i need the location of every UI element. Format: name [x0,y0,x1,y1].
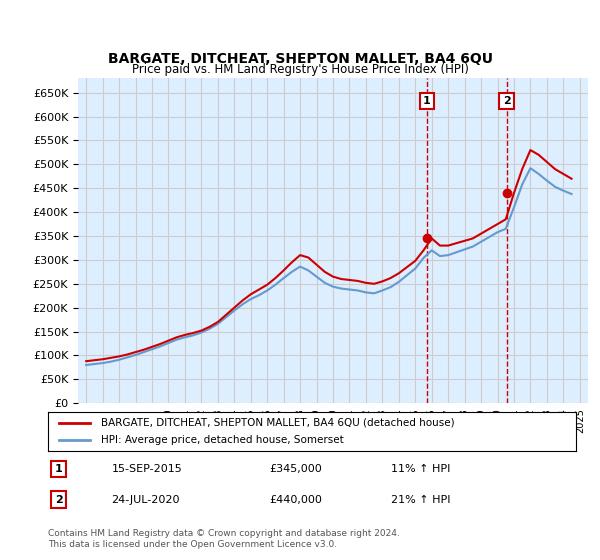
Text: 1: 1 [55,464,62,474]
Text: BARGATE, DITCHEAT, SHEPTON MALLET, BA4 6QU (detached house): BARGATE, DITCHEAT, SHEPTON MALLET, BA4 6… [101,418,454,428]
Text: 2: 2 [55,495,62,505]
Text: 1: 1 [423,96,431,106]
Text: BARGATE, DITCHEAT, SHEPTON MALLET, BA4 6QU: BARGATE, DITCHEAT, SHEPTON MALLET, BA4 6… [107,52,493,66]
Text: £440,000: £440,000 [270,495,323,505]
Text: 11% ↑ HPI: 11% ↑ HPI [391,464,451,474]
Text: Contains HM Land Registry data © Crown copyright and database right 2024.
This d: Contains HM Land Registry data © Crown c… [48,529,400,549]
Text: 2: 2 [503,96,511,106]
Text: 21% ↑ HPI: 21% ↑ HPI [391,495,451,505]
Text: HPI: Average price, detached house, Somerset: HPI: Average price, detached house, Some… [101,435,344,445]
Text: 15-SEP-2015: 15-SEP-2015 [112,464,182,474]
Text: £345,000: £345,000 [270,464,323,474]
Text: 24-JUL-2020: 24-JUL-2020 [112,495,180,505]
Text: Price paid vs. HM Land Registry's House Price Index (HPI): Price paid vs. HM Land Registry's House … [131,63,469,77]
